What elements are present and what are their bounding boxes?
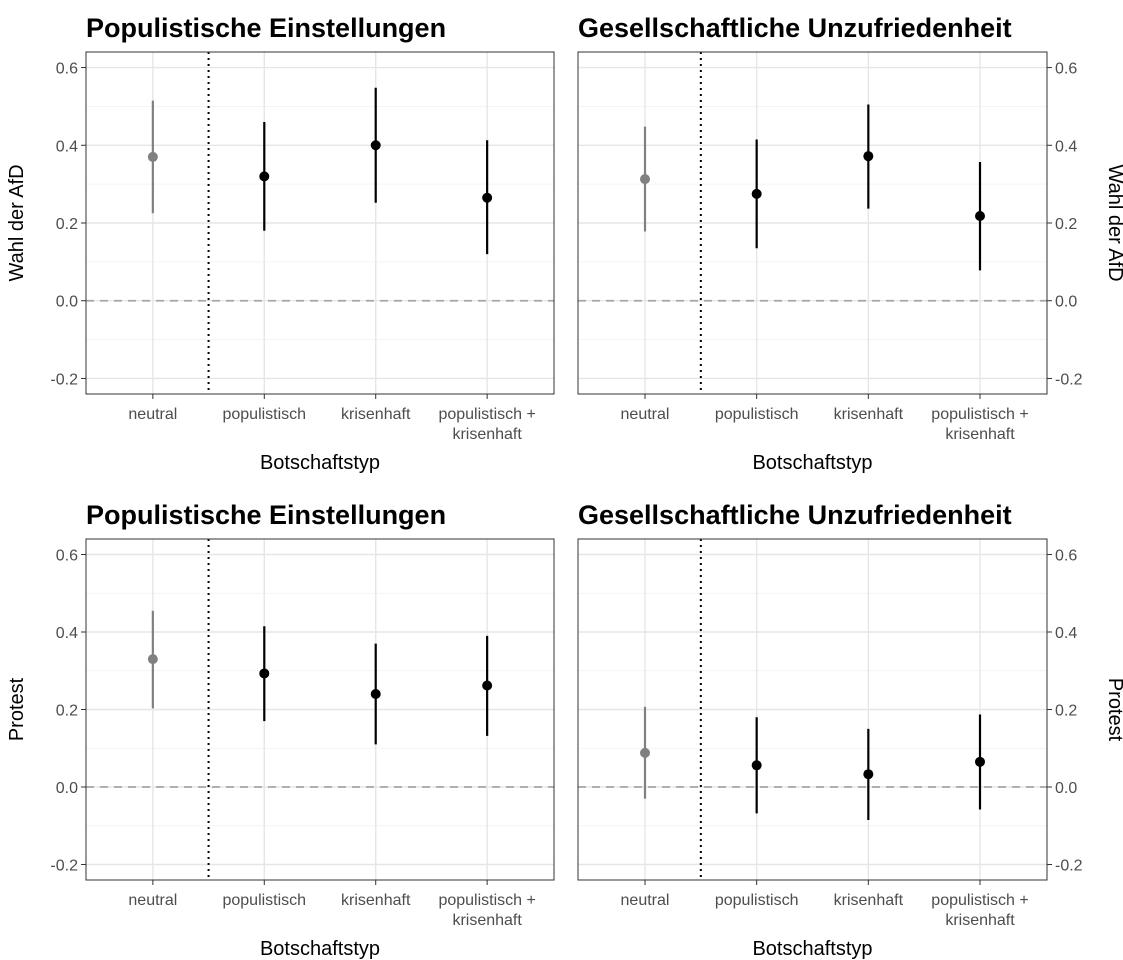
y-tick-label: 0.2 xyxy=(56,703,78,720)
x-tick-label: populistisch xyxy=(222,406,306,423)
x-tick-label-line: krisenhaft xyxy=(945,426,1015,443)
data-point xyxy=(482,192,493,203)
y-axis-title: Wahl der AfD xyxy=(6,164,28,281)
panel-2: -0.2 0.0 0.2 0.4 0.6 neutral populistisch krise… xyxy=(577,13,1123,474)
y-tick-label: -0.2 xyxy=(50,371,78,388)
data-point xyxy=(640,747,650,758)
data-point xyxy=(975,211,985,222)
x-tick-label: krisenhaft xyxy=(341,406,411,423)
y-tick-label: 0.6 xyxy=(1055,548,1077,565)
x-tick-label: krisenhaft xyxy=(341,892,411,909)
x-tick-label-line: populistisch + xyxy=(438,892,535,909)
x-axis-title: Botschaftstyp xyxy=(260,938,380,960)
y-tick-label: 0.4 xyxy=(1055,625,1077,642)
y-tick-label: 0.2 xyxy=(56,216,78,233)
y-tick-label: 0.0 xyxy=(56,294,78,311)
x-tick-label-line: krisenhaft xyxy=(945,912,1015,929)
panel-4: -0.2 0.0 0.2 0.4 0.6 neutral populistisch krise… xyxy=(577,500,1123,960)
y-axis-title: Wahl der AfD xyxy=(1104,164,1123,281)
x-tick-label: neutral xyxy=(621,892,670,909)
panel-title: Gesellschaftliche Unzufriedenheit xyxy=(578,13,1012,43)
x-tick-label-line: krisenhaft xyxy=(452,912,522,929)
x-axis-title: Botschaftstyp xyxy=(752,938,872,960)
x-axis-title: Botschaftstyp xyxy=(752,452,872,474)
y-axis-title: Protest xyxy=(6,677,28,741)
y-tick-label: 0.4 xyxy=(56,625,78,642)
data-point xyxy=(259,668,270,679)
data-point xyxy=(863,151,874,162)
x-tick-label: neutral xyxy=(128,406,177,423)
y-tick-label: -0.2 xyxy=(50,858,78,875)
y-tick-label: 0.0 xyxy=(1055,780,1077,797)
y-tick-label: 0.6 xyxy=(1055,61,1077,78)
y-tick-label: 0.6 xyxy=(56,61,78,78)
y-tick-label: 0.4 xyxy=(56,138,78,155)
y-tick-label: 0.4 xyxy=(1055,138,1077,155)
x-tick-label: populistisch + krisenhaft xyxy=(931,406,1028,443)
y-tick-label: -0.2 xyxy=(1055,858,1083,875)
data-point xyxy=(370,140,381,151)
data-point xyxy=(751,188,762,199)
y-tick-label: 0.0 xyxy=(56,780,78,797)
x-axis-title: Botschaftstyp xyxy=(260,452,380,474)
x-tick-label-line: populistisch + xyxy=(931,892,1028,909)
x-tick-label-line: krisenhaft xyxy=(452,426,522,443)
x-tick-label: populistisch xyxy=(222,892,306,909)
x-tick-label: populistisch xyxy=(715,892,799,909)
data-point xyxy=(147,151,158,162)
x-tick-label-line: populistisch + xyxy=(931,406,1028,423)
panel-title: Gesellschaftliche Unzufriedenheit xyxy=(578,500,1012,530)
data-point xyxy=(751,760,762,771)
panel-1: -0.2 0.0 0.2 0.4 0.6 neutral populistisch krise… xyxy=(6,13,555,474)
data-point xyxy=(259,171,270,182)
data-point xyxy=(370,689,381,699)
x-tick-label: populistisch + krisenhaft xyxy=(931,892,1028,929)
y-tick-label: 0.0 xyxy=(1055,294,1077,311)
data-point xyxy=(975,756,985,767)
x-tick-label: populistisch xyxy=(715,406,799,423)
data-point xyxy=(147,654,158,665)
data-point xyxy=(640,174,650,185)
y-tick-label: 0.2 xyxy=(1055,703,1077,720)
x-tick-label: populistisch + krisenhaft xyxy=(438,406,535,443)
y-tick-label: 0.2 xyxy=(1055,216,1077,233)
x-tick-label: neutral xyxy=(128,892,177,909)
data-point xyxy=(482,680,493,691)
panel-title: Populistische Einstellungen xyxy=(86,13,446,43)
x-tick-label: populistisch + krisenhaft xyxy=(438,892,535,929)
panel-3: -0.2 0.0 0.2 0.4 0.6 neutral populistisch krise… xyxy=(6,500,555,960)
x-tick-label-line: populistisch + xyxy=(438,406,535,423)
y-tick-label: 0.6 xyxy=(56,548,78,565)
x-tick-label: krisenhaft xyxy=(834,406,904,423)
x-tick-label: krisenhaft xyxy=(834,892,904,909)
y-axis-title: Protest xyxy=(1104,678,1123,742)
x-tick-label: neutral xyxy=(621,406,670,423)
panel-title: Populistische Einstellungen xyxy=(86,500,446,530)
y-tick-label: -0.2 xyxy=(1055,371,1083,388)
data-point xyxy=(863,769,874,780)
